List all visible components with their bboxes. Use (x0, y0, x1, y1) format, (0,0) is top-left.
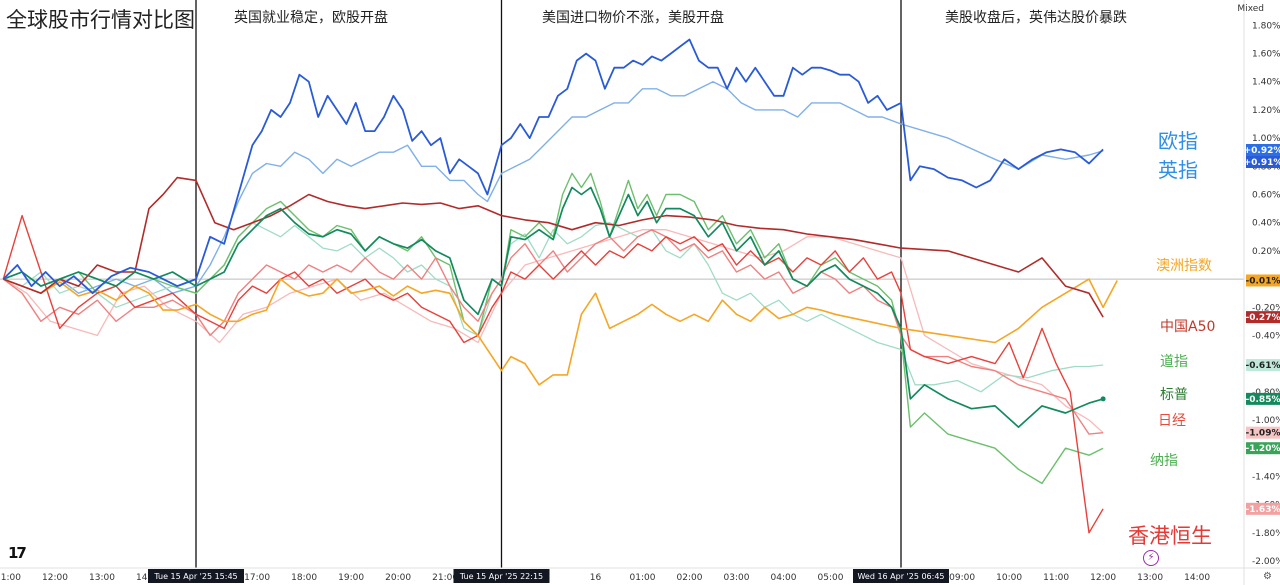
series-line-ftse (3, 80, 1104, 294)
event-marker-label: Tue 15 Apr '25 22:15 (459, 572, 543, 581)
annotation-nvidia-drop: 美股收盘后，英伟达股价暴跌 (945, 10, 1127, 26)
x-tick-label: 05:00 (818, 573, 844, 583)
event-marker-badge (853, 569, 949, 583)
series-line-sp500 (2, 186, 1104, 428)
x-tick-label: 12:00 (42, 573, 68, 583)
x-tick-label: 04:00 (771, 573, 797, 583)
last-value-badge-a50 (1246, 311, 1280, 324)
series-line-stoxx (2, 38, 1104, 295)
last-value-badge-nikkei (1246, 426, 1280, 439)
x-tick-label: 20:00 (385, 573, 411, 583)
tradingview-logo-icon: 17 (8, 544, 27, 562)
x-tick-label: 11:00 (0, 573, 21, 583)
series-line-nikkei (2, 228, 1104, 435)
series-line-asx (3, 278, 1118, 386)
event-marker-badge (453, 569, 550, 583)
series-name-nikkei: 日经 (1158, 413, 1186, 429)
x-tick-label: 16 (590, 573, 602, 583)
last-value-badge-stoxx (1246, 144, 1280, 156)
last-value-text-asx: -0.01% (1246, 276, 1280, 286)
last-value-text-dow: -0.61% (1246, 361, 1280, 371)
y-tick-label: -1.40% (1252, 472, 1280, 482)
y-tick-label: -1.00% (1252, 416, 1280, 426)
x-tick-label: 12:00 (1090, 573, 1116, 583)
x-tick-label: 03:00 (724, 573, 750, 583)
series-name-sp500: 标普 (1160, 387, 1188, 403)
last-value-text-stoxx: +0.92% (1244, 146, 1280, 156)
y-tick-label: 0.40% (1252, 219, 1280, 229)
event-marker-label: Tue 15 Apr '25 15:45 (153, 572, 237, 581)
event-marker-label: Wed 16 Apr '25 06:45 (857, 572, 944, 581)
y-tick-label: 1.20% (1252, 106, 1280, 116)
series-end-dot (1100, 396, 1106, 402)
y-tick-label: -2.00% (1252, 557, 1280, 567)
y-tick-label: 1.00% (1252, 134, 1280, 144)
last-value-text-sp500: -0.85% (1246, 395, 1280, 405)
y-tick-label: -0.80% (1252, 388, 1280, 398)
last-value-badge-sp500 (1246, 392, 1280, 405)
last-value-text-nasdaq: -1.20% (1246, 444, 1280, 454)
last-value-text-ftse: +0.91% (1244, 158, 1280, 168)
x-tick-label: 01:00 (630, 573, 656, 583)
series-line-hsi (2, 214, 1104, 534)
x-tick-label: 18:00 (291, 573, 317, 583)
x-tick-label: 02:00 (677, 573, 703, 583)
series-name-nasdaq: 纳指 (1150, 453, 1178, 469)
series-name-dow: 道指 (1160, 354, 1188, 370)
x-tick-label: 13:00 (1137, 573, 1163, 583)
x-tick-label: 13:00 (89, 573, 115, 583)
y-tick-label: 1.60% (1252, 50, 1280, 60)
x-tick-label: 09:00 (949, 573, 975, 583)
y-tick-label: -0.20% (1252, 303, 1280, 313)
y-tick-label: -1.80% (1252, 529, 1280, 539)
lightning-icon[interactable]: ⚡ (1143, 550, 1159, 566)
y-tick-label: 1.80% (1252, 21, 1280, 31)
x-tick-label: 17:00 (244, 573, 270, 583)
last-value-badge-nasdaq (1246, 442, 1280, 455)
last-value-badge-ftse (1246, 156, 1280, 168)
x-tick-label: 14:00 (1184, 573, 1210, 583)
last-value-badge-dow (1246, 359, 1280, 372)
series-line-hsi_light (2, 229, 1104, 434)
gear-icon[interactable]: ⚙ (1263, 571, 1272, 582)
series-line-nasdaq (3, 172, 1104, 485)
series-name-asx: 澳洲指数 (1156, 258, 1212, 274)
series-name-ftse: 英指 (1158, 158, 1198, 182)
last-value-badge-hsi (1246, 502, 1280, 515)
last-value-text-a50: -0.27% (1246, 313, 1280, 323)
y-tick-label: -0.40% (1252, 331, 1280, 341)
x-tick-label: 21:00 (432, 573, 458, 583)
y-tick-label: 0.60% (1252, 191, 1280, 201)
last-value-badge-asx (1246, 274, 1280, 287)
scale-mode-label[interactable]: Mixed (1237, 4, 1264, 14)
annotation-uk-employment: 英国就业稳定，欧股开盘 (234, 10, 388, 26)
x-tick-label: 10:00 (996, 573, 1022, 583)
series-name-stoxx: 欧指 (1158, 129, 1198, 153)
event-marker-badge (148, 569, 244, 583)
last-value-text-hsi: -1.63% (1246, 505, 1280, 515)
series-name-a50: 中国A50 (1160, 319, 1215, 335)
chart-title: 全球股市行情对比图 (6, 8, 195, 32)
y-tick-label: 1.40% (1252, 78, 1280, 88)
x-tick-label: 11:00 (1043, 573, 1069, 583)
x-tick-label: 19:00 (338, 573, 364, 583)
series-name-hsi: 香港恒生 (1128, 524, 1212, 548)
annotation-us-import-prices: 美国进口物价不涨，美股开盘 (542, 10, 724, 26)
y-tick-label: 0.20% (1252, 247, 1280, 257)
series-line-a50 (3, 176, 1104, 318)
last-value-text-nikkei: -1.09% (1246, 429, 1280, 439)
